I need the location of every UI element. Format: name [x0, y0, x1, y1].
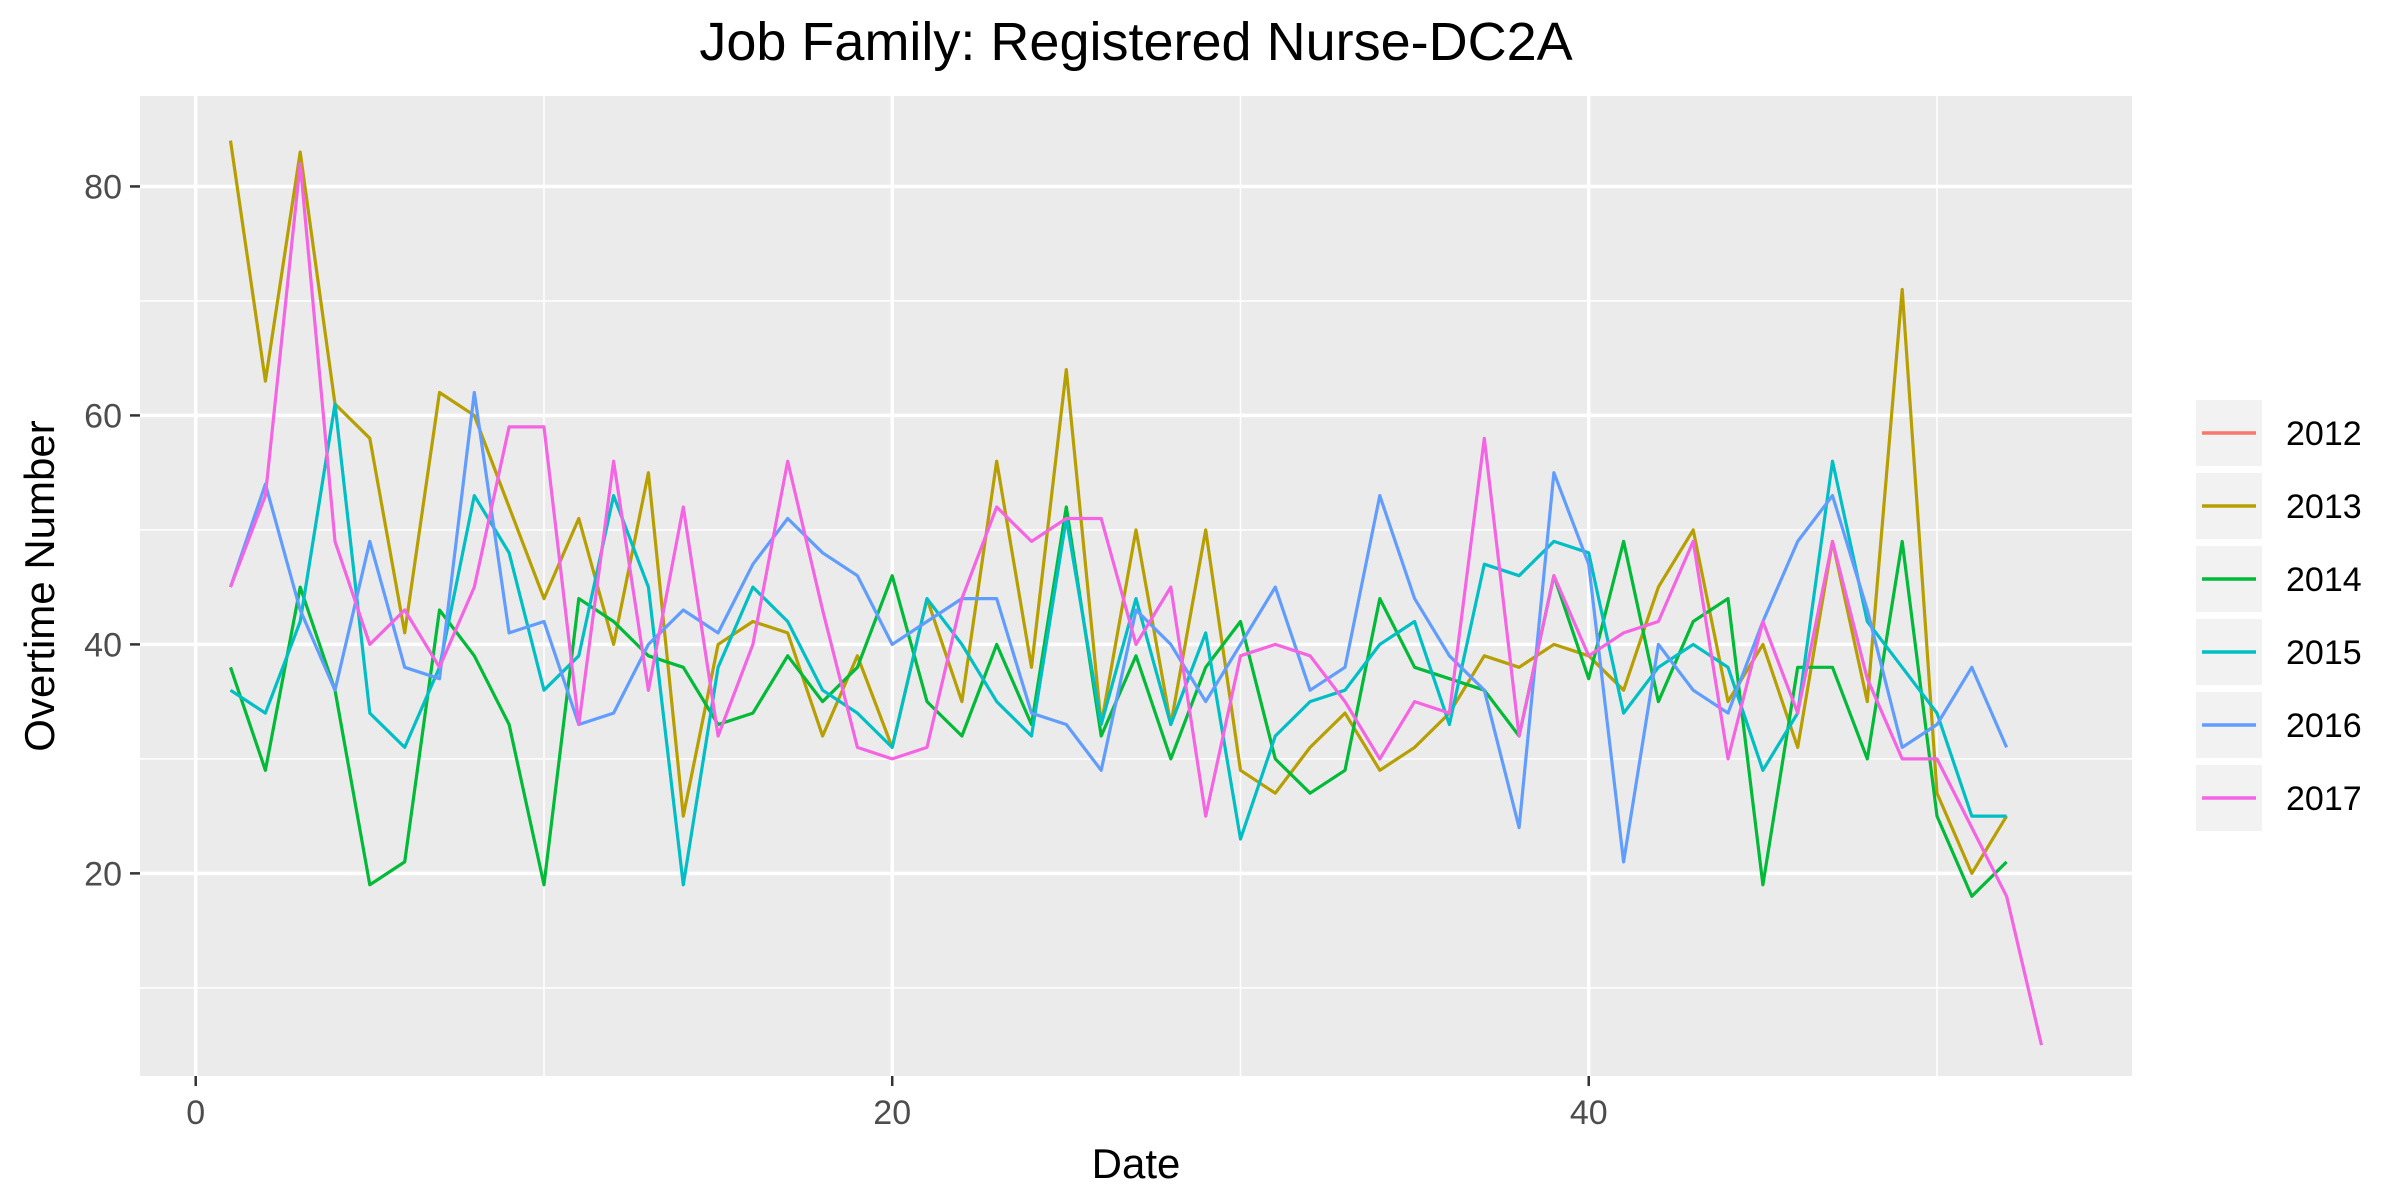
x-tick-label: 0 [186, 1094, 205, 1132]
y-tick-label: 60 [84, 397, 122, 435]
y-tick-label: 20 [84, 855, 122, 893]
series-layer [228, 140, 2044, 1046]
x-axis-title: Date [1092, 1140, 1181, 1187]
legend-label-2013: 2013 [2286, 488, 2362, 526]
legend-label-2014: 2014 [2286, 561, 2362, 599]
legend: 2012 2013 2014 2015 2016 2017 [2196, 400, 2362, 831]
legend-label-2015: 2015 [2286, 634, 2362, 672]
y-tick-label: 80 [84, 168, 122, 206]
x-tick-label: 20 [873, 1094, 911, 1132]
series-line-2016 [228, 390, 2009, 864]
x-tick-label: 40 [1570, 1094, 1608, 1132]
legend-label-2017: 2017 [2286, 780, 2362, 818]
chart-title: Job Family: Registered Nurse-DC2A [699, 12, 1572, 72]
series-line-2017 [229, 161, 2044, 1046]
legend-label-2016: 2016 [2286, 707, 2362, 745]
y-axis-title: Overtime Number [16, 420, 63, 751]
series-line-2013 [228, 140, 2008, 876]
y-tick-label: 40 [84, 626, 122, 664]
axis-layer: 20 40 60 80 0 20 40 [84, 168, 1607, 1132]
plot-panel [140, 96, 2132, 1076]
legend-label-2012: 2012 [2286, 415, 2362, 453]
